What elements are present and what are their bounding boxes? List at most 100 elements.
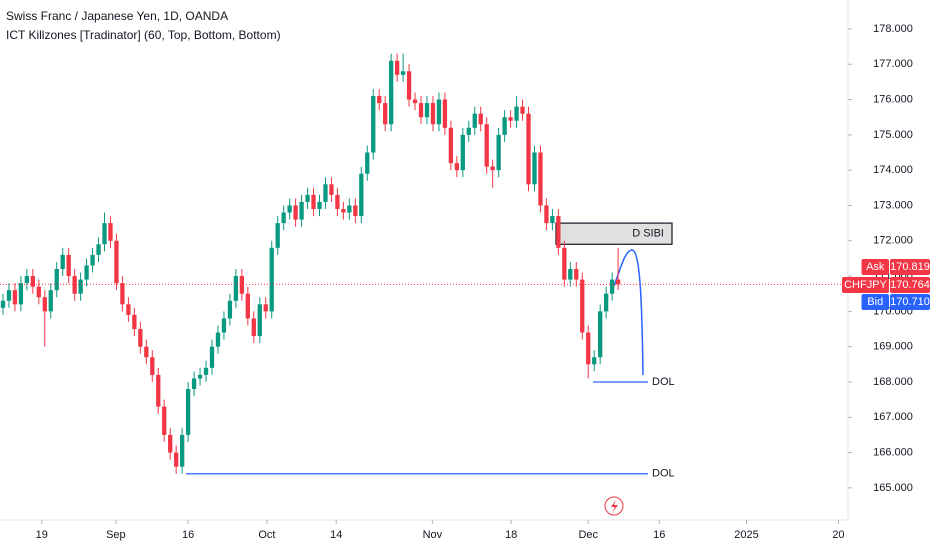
candle-body: [424, 103, 430, 118]
y-tick-label: 177.000: [873, 58, 913, 70]
candle-body: [251, 318, 256, 337]
candle-body: [394, 60, 400, 75]
candle-body: [323, 184, 328, 202]
x-tick-label: 20: [832, 529, 844, 541]
candle-body: [12, 290, 18, 305]
candle-body: [42, 297, 47, 312]
candle-body: [448, 127, 454, 164]
candle-body: [30, 276, 35, 287]
x-tick-label: 14: [330, 529, 342, 541]
candle-body: [562, 247, 567, 280]
dol-label: DOL: [652, 376, 675, 388]
candle-body: [269, 247, 274, 312]
candle-body: [48, 290, 53, 312]
candle-body: [311, 194, 316, 209]
candle-body: [496, 134, 501, 171]
candle-body: [185, 389, 191, 435]
price-tag: CHFJPY 170.764: [842, 277, 930, 293]
price-tag-value: 170.710: [890, 296, 930, 308]
price-tag-value-bg: [890, 294, 930, 310]
y-tick-label: 173.000: [873, 199, 913, 211]
event-bolt: [611, 500, 618, 513]
candle-body: [412, 99, 418, 104]
y-tick-label: 168.000: [873, 376, 913, 388]
y-tick-label: 166.000: [873, 446, 913, 458]
candle-body: [592, 357, 597, 365]
price-tag-name: CHFJPY: [844, 279, 887, 291]
candle-body: [556, 216, 561, 248]
price-tag-value-bg: [890, 259, 930, 275]
candle-body: [532, 152, 537, 185]
candle-body: [162, 406, 167, 435]
candle-body: [568, 269, 573, 280]
candle-body: [609, 279, 615, 294]
candle-body: [209, 346, 215, 368]
candle-body: [132, 314, 137, 330]
candle-body: [96, 244, 101, 255]
price-tag-name-bg: [861, 259, 889, 275]
price-tag-name: Ask: [866, 261, 885, 273]
candle-body: [293, 205, 298, 220]
y-tick-label: 172.000: [873, 235, 913, 247]
price-tag-name: Bid: [867, 296, 883, 308]
candle-body: [466, 127, 471, 135]
candle-body: [359, 173, 364, 217]
candle-body: [418, 103, 424, 118]
y-tick-label: 176.000: [873, 93, 913, 105]
candle-body: [18, 283, 24, 305]
sibi-label: D SIBI: [632, 228, 664, 240]
candle-body: [442, 99, 448, 128]
candle-body: [102, 223, 107, 245]
candle-body: [138, 329, 143, 347]
candle-body: [400, 71, 406, 75]
candle-body: [174, 452, 179, 467]
price-tag-name-bg: [861, 294, 889, 310]
candle-body: [299, 201, 304, 220]
candle-body: [233, 276, 239, 301]
candle-body: [215, 332, 221, 347]
candle-body: [484, 124, 489, 167]
y-tick-label: 167.000: [873, 411, 913, 423]
candle-body: [460, 134, 465, 171]
sibi-zone: [555, 222, 673, 245]
candle-body: [108, 223, 113, 241]
x-tick-label: 16: [653, 529, 665, 541]
y-tick-label: 178.000: [873, 23, 913, 35]
candle-body: [472, 113, 477, 128]
candle-body: [538, 152, 543, 206]
projection-curve: [613, 249, 644, 376]
x-tick-label: Dec: [578, 529, 598, 541]
candle-body: [383, 103, 388, 125]
candle-body: [436, 99, 442, 125]
candle-body: [227, 300, 233, 319]
candle-body: [197, 374, 203, 379]
candle-body: [454, 163, 459, 171]
candle-body: [615, 279, 621, 285]
x-tick-label: Oct: [258, 529, 275, 541]
x-tick-label: 16: [182, 529, 194, 541]
candle-body: [54, 269, 59, 291]
candle-body: [179, 434, 185, 467]
candle-body: [430, 103, 436, 125]
candle-body: [144, 346, 149, 358]
candle-body: [347, 205, 352, 213]
indicator-label: ICT Killzones [Tradinator] (60, Top, Bot…: [6, 28, 281, 42]
candle-body: [305, 194, 310, 202]
candle-body: [377, 96, 382, 104]
candle-body: [329, 184, 334, 195]
candle-body: [24, 276, 30, 284]
candle-body: [526, 113, 531, 185]
candle-body: [239, 276, 245, 294]
candle-body: [502, 117, 507, 135]
candle-body: [281, 212, 286, 224]
candle-body: [371, 96, 376, 153]
candle-body: [317, 201, 322, 209]
x-tick-label: 2025: [734, 529, 758, 541]
candle-body: [6, 290, 12, 301]
candle-body: [156, 374, 161, 407]
x-tick-label: 18: [505, 529, 517, 541]
chart-title: Swiss Franc / Japanese Yen, 1D, OANDA: [6, 9, 228, 23]
candle-body: [341, 208, 346, 213]
y-tick-label: 165.000: [873, 482, 913, 494]
